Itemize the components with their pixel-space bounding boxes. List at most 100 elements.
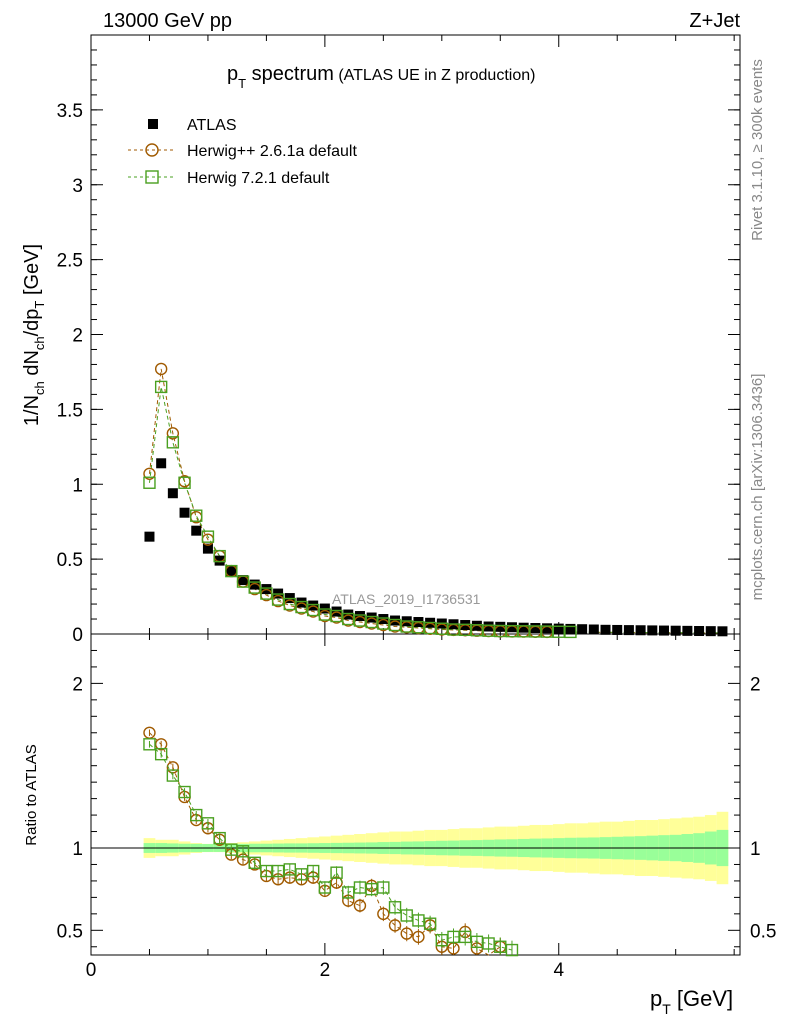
ratio-point-herwig7	[306, 864, 320, 878]
main-ytick-label: 0.5	[57, 550, 83, 571]
main-point-herwig7	[201, 530, 215, 543]
main-point-atlas	[495, 621, 506, 632]
main-point-atlas	[156, 458, 167, 469]
ratio-plot-frame	[90, 633, 741, 956]
main-ytick-label: 0	[72, 625, 83, 646]
main-point-atlas	[682, 625, 693, 636]
ratio-series	[143, 726, 519, 957]
rivet-label: Rivet 3.1.10, ≥ 300k events	[749, 59, 766, 241]
ratio-ytick-label: 1	[72, 839, 83, 860]
ratio-point-herwig7	[154, 747, 168, 761]
legend-marker-herwig7	[145, 170, 159, 184]
main-point-herwigpp	[166, 427, 180, 440]
main-ytick-label: 2	[72, 326, 83, 347]
ratio-point-herwig7	[330, 866, 343, 879]
main-point-atlas	[483, 621, 494, 632]
main-point-atlas	[694, 626, 705, 637]
ratio-line-herwig7	[149, 743, 513, 951]
header-left: 13000 GeV pp	[103, 10, 232, 32]
main-point-atlas	[214, 555, 225, 566]
x-tick-label: 4	[553, 960, 564, 981]
main-point-herwigpp	[143, 467, 156, 480]
ratio-ytick-label-right: 0.5	[750, 921, 776, 942]
main-point-atlas	[238, 575, 249, 586]
ratio-point-herwig7	[166, 769, 180, 782]
legend-marker-herwigpp	[145, 143, 159, 157]
main-point-herwigpp	[154, 362, 168, 376]
main-point-atlas	[565, 623, 576, 634]
main-point-atlas	[202, 543, 213, 554]
x-label-sub: T	[662, 1001, 671, 1017]
mcplots-label: mcplots.cern.ch [arXiv:1306.3436]	[749, 374, 766, 601]
main-ytick-label: 3	[72, 176, 83, 197]
ratio-point-herwig7	[248, 856, 261, 870]
main-point-atlas	[612, 624, 623, 635]
ratio-point-herwig7	[318, 881, 332, 894]
ratio-point-herwig7	[201, 817, 215, 830]
main-point-atlas	[530, 623, 541, 634]
ratio-point-herwigpp	[400, 927, 413, 940]
main-point-atlas	[717, 626, 728, 637]
legend-label-herwig7: Herwig 7.2.1 default	[187, 170, 330, 187]
main-point-atlas	[670, 625, 681, 636]
ratio-point-herwig7	[505, 943, 519, 957]
x-axis-ticks: 0 2 4	[86, 35, 735, 981]
main-point-atlas	[658, 625, 669, 636]
main-point-herwig7	[190, 509, 203, 522]
main-point-atlas	[635, 625, 646, 636]
ratio-point-herwig7	[388, 901, 402, 914]
main-point-atlas	[249, 579, 260, 590]
x-tick-label: 0	[86, 960, 97, 981]
title-sub: T	[238, 76, 246, 91]
main-point-herwig7	[564, 625, 577, 639]
main-point-herwig7	[154, 380, 168, 394]
analysis-watermark: ATLAS_2019_I1736531	[332, 591, 481, 607]
main-point-herwig7	[143, 476, 156, 489]
ratio-ytick-label: 2	[72, 674, 83, 695]
main-point-atlas	[647, 625, 658, 636]
main-ytick-label: 3.5	[57, 101, 83, 122]
main-point-herwig7	[213, 549, 226, 563]
main-point-atlas	[553, 623, 564, 634]
plot-title: pT spectrum (ATLAS UE in Z production)	[227, 63, 535, 91]
ratio-point-herwig7	[190, 808, 203, 822]
main-point-herwig7	[178, 476, 191, 489]
main-ytick-label: 2.5	[57, 251, 83, 272]
ratio-band	[91, 811, 740, 885]
ratio-point-herwig7	[377, 881, 390, 894]
legend-marker-atlas	[148, 119, 158, 129]
ratio-ylabel: Ratio to ATLAS	[23, 744, 40, 845]
x-label-p: p	[650, 986, 662, 1011]
legend-label-atlas: ATLAS	[187, 117, 237, 134]
ratio-point-herwig7	[423, 917, 437, 930]
legend: ATLAS Herwig++ 2.6.1a default Herwig 7.2…	[128, 117, 357, 187]
main-point-atlas	[588, 624, 599, 635]
main-point-atlas	[623, 625, 634, 636]
x-tick-label: 2	[320, 960, 331, 981]
ratio-point-herwig7	[236, 845, 250, 858]
ratio-point-herwig7	[143, 738, 156, 751]
main-point-atlas	[518, 622, 529, 633]
main-ytick-label: 1	[72, 475, 83, 496]
x-label-unit: [GeV]	[671, 986, 733, 1011]
main-point-atlas	[191, 525, 202, 536]
main-point-atlas	[144, 531, 155, 542]
ratio-point-herwigpp	[353, 899, 367, 912]
ratio-point-herwigpp	[412, 930, 425, 944]
ratio-ytick-label-right: 1	[750, 839, 761, 860]
main-point-atlas	[542, 623, 553, 634]
main-point-herwig7	[166, 436, 180, 449]
title-note: (ATLAS UE in Z production)	[334, 67, 536, 84]
legend-label-herwigpp: Herwig++ 2.6.1a default	[187, 143, 357, 160]
main-point-atlas	[506, 622, 517, 633]
ratio-point-herwig7	[178, 785, 191, 799]
header-right: Z+Jet	[689, 10, 740, 32]
main-point-atlas	[577, 624, 588, 635]
title-word: spectrum	[246, 63, 334, 85]
main-axis-ticks: 0 0.5 1 1.5 2 2.5 3 3.5	[57, 49, 740, 646]
ratio-point-herwig7	[213, 831, 226, 845]
title-p: p	[227, 63, 238, 85]
main-series	[143, 362, 728, 639]
main-point-atlas	[167, 488, 178, 499]
